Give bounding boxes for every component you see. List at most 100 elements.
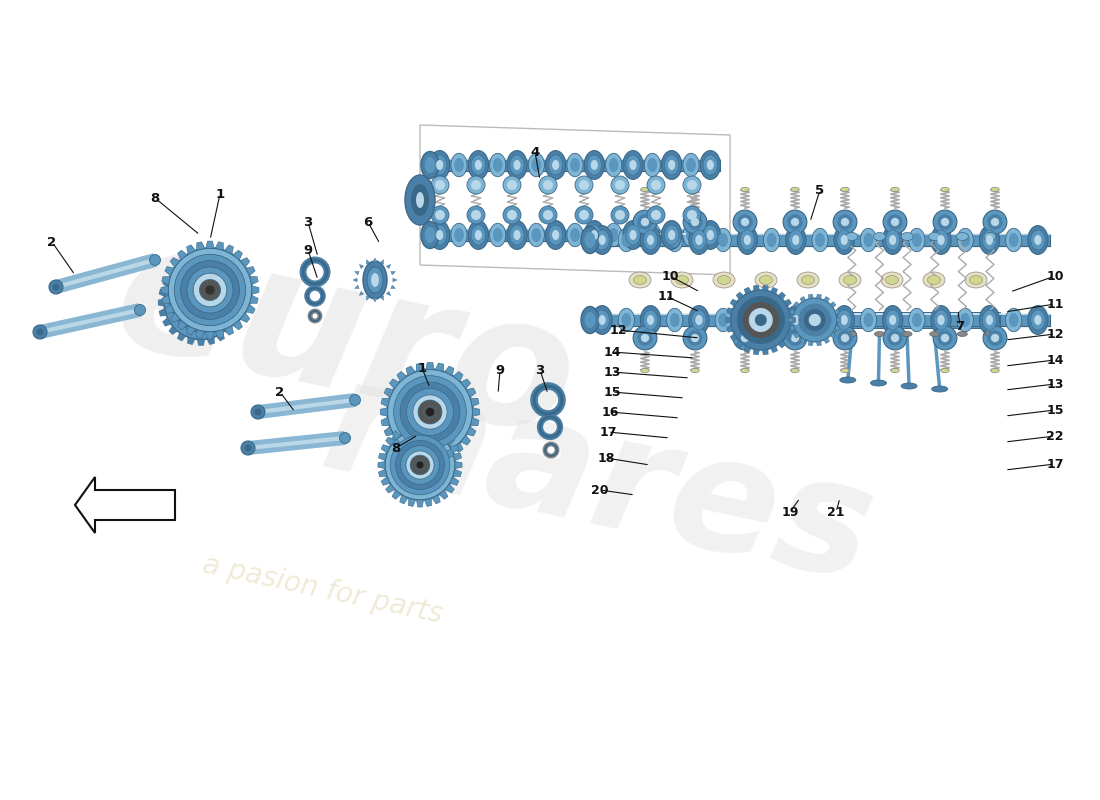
Ellipse shape [715,228,732,252]
Ellipse shape [454,228,464,242]
Ellipse shape [570,158,580,172]
Circle shape [637,214,652,230]
Text: 10: 10 [661,270,679,282]
Circle shape [788,214,803,230]
Ellipse shape [969,275,982,285]
Polygon shape [416,363,425,371]
Text: 6: 6 [363,215,373,229]
Ellipse shape [909,308,925,332]
Ellipse shape [713,272,735,288]
Circle shape [205,285,214,295]
Polygon shape [408,498,416,506]
Polygon shape [177,320,187,330]
Bar [590,234,1050,246]
Circle shape [683,326,707,350]
Text: 2: 2 [47,235,56,249]
Circle shape [503,176,521,194]
Polygon shape [406,449,416,458]
Text: 10: 10 [1046,270,1064,282]
Circle shape [730,290,791,350]
Ellipse shape [425,227,436,243]
Ellipse shape [715,308,732,332]
Ellipse shape [870,380,887,386]
Polygon shape [177,264,186,273]
Circle shape [991,218,999,226]
Polygon shape [426,362,434,370]
Circle shape [691,334,700,342]
Ellipse shape [839,377,856,383]
Polygon shape [835,326,840,331]
Ellipse shape [891,187,900,191]
Circle shape [937,330,953,346]
Text: 22: 22 [1046,430,1064,442]
Ellipse shape [692,230,706,250]
Circle shape [507,210,517,220]
Polygon shape [770,287,778,294]
Text: a pasion for parts: a pasion for parts [200,551,446,629]
Polygon shape [187,326,196,335]
Polygon shape [439,490,448,499]
Text: 21: 21 [827,506,845,518]
Polygon shape [165,266,174,276]
Ellipse shape [881,272,903,288]
Ellipse shape [957,228,974,252]
Ellipse shape [891,369,900,373]
Ellipse shape [1009,313,1019,327]
Ellipse shape [469,221,488,250]
Text: 16: 16 [602,406,618,418]
Ellipse shape [982,230,997,250]
Circle shape [615,180,625,190]
Text: 14: 14 [1046,354,1064,366]
Ellipse shape [791,369,800,373]
Circle shape [988,330,1003,346]
Ellipse shape [507,150,527,179]
Ellipse shape [621,313,631,327]
Circle shape [150,254,161,266]
Circle shape [651,210,661,220]
Ellipse shape [436,230,443,240]
Circle shape [434,180,446,190]
Polygon shape [392,490,402,499]
Circle shape [426,408,434,416]
Ellipse shape [416,192,424,208]
Ellipse shape [667,308,683,332]
Ellipse shape [644,230,658,250]
Circle shape [737,296,784,344]
Polygon shape [378,470,387,477]
Circle shape [783,210,807,234]
Polygon shape [461,435,471,445]
Circle shape [575,176,593,194]
Polygon shape [730,299,737,306]
Circle shape [940,334,949,342]
Text: 13: 13 [1046,378,1064,390]
Ellipse shape [528,154,544,177]
Circle shape [610,206,629,224]
Circle shape [471,210,481,220]
Ellipse shape [592,306,613,334]
Circle shape [634,326,657,350]
Circle shape [791,334,800,342]
Ellipse shape [940,187,949,191]
Polygon shape [793,332,800,338]
Ellipse shape [934,230,948,250]
Text: 1: 1 [417,362,427,374]
Polygon shape [808,294,813,299]
Polygon shape [158,309,166,316]
Polygon shape [816,341,822,346]
Polygon shape [770,346,778,353]
Ellipse shape [584,221,604,250]
Polygon shape [778,292,785,299]
Polygon shape [446,437,454,446]
Polygon shape [240,313,250,322]
Ellipse shape [451,223,468,246]
Circle shape [688,180,697,190]
Ellipse shape [430,221,450,250]
Polygon shape [170,258,180,267]
Polygon shape [425,423,431,432]
Circle shape [387,370,473,454]
Ellipse shape [901,233,913,241]
Ellipse shape [701,221,721,250]
Ellipse shape [363,261,387,299]
Text: 5: 5 [815,183,825,197]
Circle shape [410,455,430,475]
